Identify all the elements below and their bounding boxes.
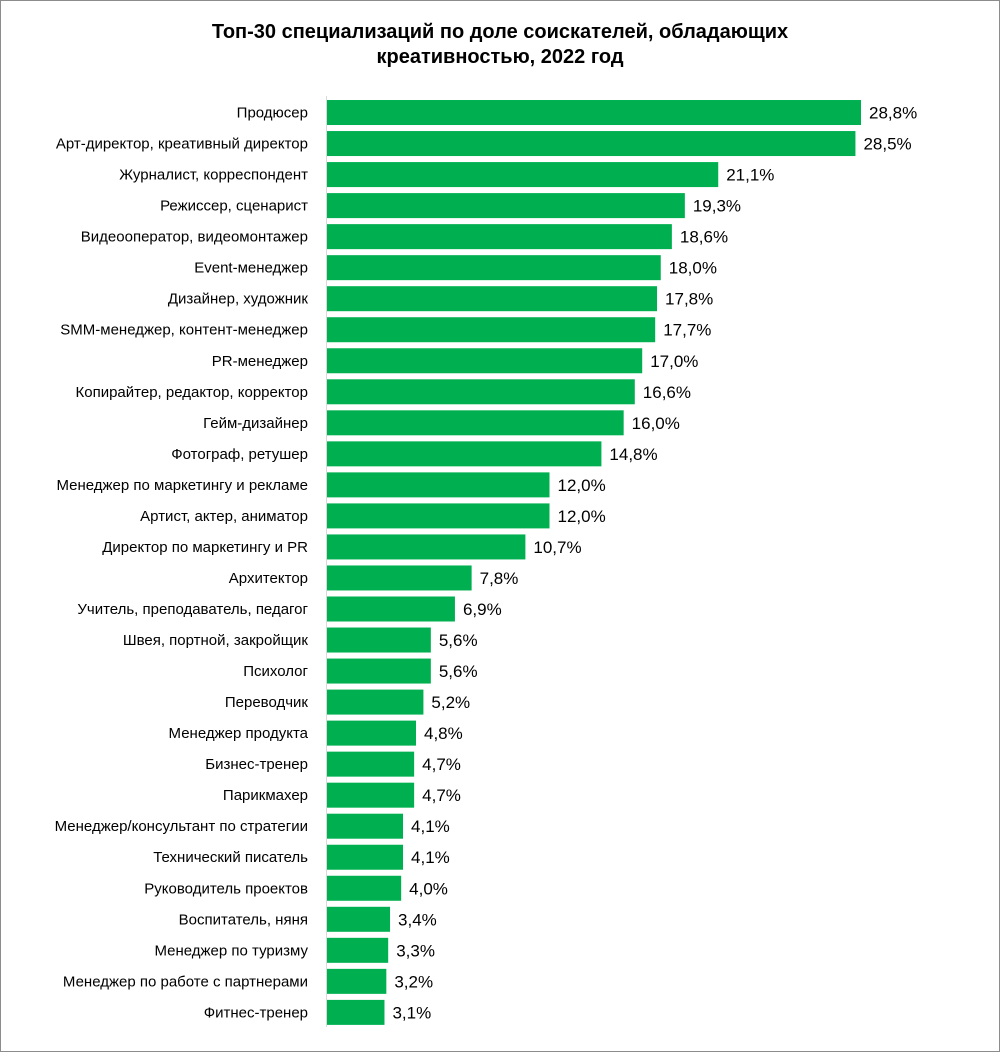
value-label: 18,6% — [680, 228, 728, 247]
bars-group: Продюсер 28,8% Арт-директор, креативный ди… — [55, 100, 917, 1025]
value-label: 14,8% — [609, 445, 657, 464]
bar — [327, 441, 602, 467]
category-label: Парикмахер — [223, 787, 308, 804]
bar — [327, 751, 415, 777]
category-label: Гейм-дизайнер — [203, 415, 308, 432]
value-label: 5,2% — [431, 693, 470, 712]
value-label: 12,0% — [558, 476, 606, 495]
category-label: Журналист, корреспондент — [119, 167, 308, 184]
category-label: Швея, портной, закройщик — [123, 632, 309, 649]
bar — [327, 937, 389, 963]
value-label: 3,2% — [394, 972, 433, 991]
value-label: 7,8% — [480, 569, 519, 588]
chart-title: Топ-30 специализаций по доле соискателей… — [0, 20, 1000, 70]
bar — [327, 782, 415, 808]
category-label: Директор по маркетингу и PR — [102, 539, 308, 556]
bar — [327, 348, 643, 374]
category-label: PR-менеджер — [212, 353, 308, 370]
category-label: Воспитатель, няня — [179, 911, 308, 928]
bar — [327, 286, 658, 312]
category-label: Учитель, преподаватель, педагог — [77, 601, 308, 618]
bar — [327, 627, 431, 653]
category-label: Продюсер — [237, 105, 308, 122]
bar — [327, 565, 472, 591]
value-label: 17,0% — [650, 352, 698, 371]
bar — [327, 689, 424, 715]
bar — [327, 813, 404, 839]
value-label: 3,4% — [398, 910, 437, 929]
chart-title-line-1: Топ-30 специализаций по доле соискателей… — [211, 21, 789, 43]
bar — [327, 875, 402, 901]
category-label: Менеджер по работе с партнерами — [63, 973, 308, 990]
value-label: 28,8% — [869, 104, 917, 123]
value-label: 5,6% — [439, 631, 478, 650]
category-label: Менеджер по маркетингу и рекламе — [56, 477, 308, 494]
category-label: Видеооператор, видеомонтажер — [81, 229, 308, 246]
value-label: 16,6% — [643, 383, 691, 402]
value-label: 4,1% — [411, 848, 450, 867]
bar — [327, 844, 404, 870]
category-label: Режиссер, сценарист — [160, 198, 308, 215]
category-label: Фотограф, ретушер — [171, 446, 308, 463]
value-label: 3,1% — [392, 1003, 431, 1022]
value-label: 12,0% — [558, 507, 606, 526]
bar — [327, 131, 856, 157]
bar — [327, 596, 455, 622]
bar — [327, 224, 672, 250]
bar — [327, 193, 685, 219]
category-label: Менеджер/консультант по стратегии — [55, 818, 308, 835]
value-label: 4,7% — [422, 755, 461, 774]
bar — [327, 968, 387, 994]
bar — [327, 503, 550, 529]
value-label: 4,7% — [422, 786, 461, 805]
chart-title-line-2: креативностью, 2022 год — [376, 46, 624, 68]
category-label: Event-менеджер — [194, 260, 308, 277]
bar — [327, 658, 431, 684]
value-label: 4,0% — [409, 879, 448, 898]
category-label: Фитнес-тренер — [204, 1004, 308, 1021]
value-label: 4,1% — [411, 817, 450, 836]
bar — [327, 410, 624, 436]
value-label: 10,7% — [533, 538, 581, 557]
category-label: SMM-менеджер, контент-менеджер — [60, 322, 308, 339]
bar — [327, 162, 719, 188]
value-label: 21,1% — [726, 166, 774, 185]
category-label: Артист, актер, аниматор — [140, 508, 308, 525]
category-label: Дизайнер, художник — [168, 291, 309, 308]
bar — [327, 720, 416, 746]
value-label: 5,6% — [439, 662, 478, 681]
bar — [327, 317, 656, 343]
value-label: 28,5% — [863, 135, 911, 154]
category-label: Архитектор — [229, 570, 308, 587]
bar — [327, 379, 635, 405]
category-label: Менеджер по туризму — [154, 942, 308, 959]
category-label: Копирайтер, редактор, корректор — [76, 384, 309, 401]
category-label: Переводчик — [225, 694, 309, 711]
bar — [327, 100, 861, 126]
value-label: 16,0% — [632, 414, 680, 433]
bar — [327, 999, 385, 1025]
bar — [327, 906, 391, 932]
value-label: 19,3% — [693, 197, 741, 216]
category-label: Руководитель проектов — [144, 880, 308, 897]
bar — [327, 255, 661, 281]
category-label: Технический писатель — [153, 849, 308, 866]
value-label: 6,9% — [463, 600, 502, 619]
value-label: 18,0% — [669, 259, 717, 278]
category-label: Бизнес-тренер — [205, 756, 308, 773]
bar — [327, 534, 526, 560]
bar — [327, 472, 550, 498]
value-label: 3,3% — [396, 941, 435, 960]
value-label: 4,8% — [424, 724, 463, 743]
category-label: Менеджер продукта — [169, 725, 309, 742]
category-label: Арт-директор, креативный директор — [56, 136, 308, 153]
category-label: Психолог — [243, 663, 308, 680]
value-label: 17,8% — [665, 290, 713, 309]
value-label: 17,7% — [663, 321, 711, 340]
